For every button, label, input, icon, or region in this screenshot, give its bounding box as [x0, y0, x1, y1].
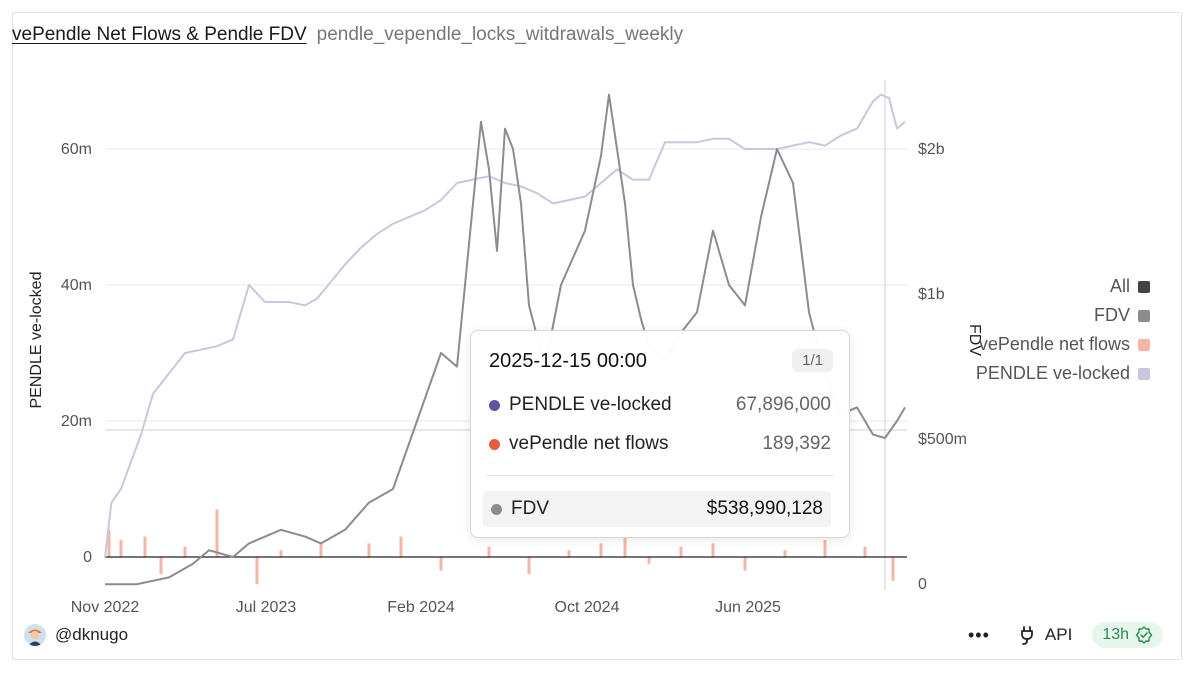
- tooltip-row-ve-locked: PENDLE ve-locked 67,896,000: [489, 391, 831, 419]
- plug-icon[interactable]: [1016, 624, 1038, 646]
- net-flow-bar: [215, 509, 219, 557]
- avatar: [24, 624, 46, 646]
- net-flow-bar: [183, 546, 187, 557]
- net-flow-bar: [567, 550, 571, 557]
- tooltip-row-net-flows: vePendle net flows 189,392: [489, 430, 831, 458]
- legend-swatch: [1138, 367, 1150, 380]
- net-flow-bar: [119, 540, 123, 557]
- y-right-tick-label: $1b: [918, 286, 945, 303]
- y-right-tick-label: $500m: [918, 431, 967, 448]
- y-left-tick-label: 40m: [61, 277, 92, 294]
- legend-swatch: [1138, 309, 1150, 322]
- y-left-tick-label: 0: [83, 549, 92, 566]
- legend-label: vePendle net flows: [978, 334, 1130, 354]
- y-right-axis-title: FDV: [966, 324, 983, 356]
- tooltip-row-label: vePendle net flows: [509, 433, 669, 454]
- fdv-series-line: [105, 93, 906, 586]
- net-flow-bar: [159, 557, 163, 574]
- chart-tooltip: 2025-12-15 00:00 1/1 PENDLE ve-locked 67…: [470, 330, 850, 538]
- username: @dknugo: [55, 625, 129, 644]
- refresh-age: 13h: [1102, 626, 1130, 643]
- net-flow-bar: [623, 536, 627, 557]
- footer-actions: ••• API 13h: [968, 622, 1164, 648]
- legend-item[interactable]: vePendle net flows: [975, 330, 1150, 359]
- net-flow-bar: [439, 557, 443, 571]
- net-flow-bar: [367, 543, 371, 557]
- net-flows-dot-icon: [489, 438, 500, 450]
- legend-label: FDV: [1094, 305, 1130, 325]
- net-flow-bar: [679, 546, 683, 557]
- x-tick-label: Feb 2024: [387, 599, 455, 616]
- legend-label: PENDLE ve-locked: [975, 363, 1130, 383]
- x-tick-label: Jun 2025: [715, 599, 781, 616]
- ve-locked-dot-icon: [489, 399, 500, 411]
- net-flow-bar: [823, 540, 827, 557]
- tooltip-fdv-label: FDV: [511, 498, 549, 519]
- chart-legend: All FDV vePendle net flows PENDLE ve-locked: [975, 272, 1150, 388]
- legend-item[interactable]: All: [975, 272, 1150, 301]
- legend-swatch: [1138, 280, 1150, 293]
- tooltip-page-indicator: 1/1: [792, 349, 833, 372]
- refresh-status-badge[interactable]: 13h: [1092, 622, 1164, 648]
- net-flow-bar: [863, 546, 867, 557]
- y-right-tick-label: 0: [918, 576, 927, 593]
- tooltip-row-value: 189,392: [762, 433, 831, 454]
- net-flow-bar: [143, 536, 147, 557]
- net-flow-bar: [255, 557, 259, 585]
- query-name: pendle_vependle_locks_witdrawals_weekly: [316, 24, 684, 45]
- author[interactable]: @dknugo: [24, 624, 128, 646]
- net-flow-bar: [743, 557, 747, 571]
- tooltip-fdv-value: $538,990,128: [706, 498, 823, 519]
- legend-item[interactable]: PENDLE ve-locked: [975, 359, 1150, 388]
- tooltip-divider: [485, 475, 835, 476]
- x-tick-label: Nov 2022: [71, 599, 140, 616]
- tooltip-row-fdv: FDV $538,990,128: [483, 491, 831, 527]
- net-flow-bar: [487, 546, 491, 557]
- api-button[interactable]: API: [1044, 625, 1073, 644]
- tooltip-row-value: 67,896,000: [735, 394, 831, 415]
- fdv-dot-icon: [491, 503, 502, 515]
- net-flow-bar: [891, 557, 895, 581]
- net-flow-bar: [107, 529, 111, 557]
- x-tick-label: Jul 2023: [236, 599, 297, 616]
- net-flow-bar: [711, 543, 715, 557]
- x-tick-label: Oct 2024: [555, 599, 620, 616]
- tooltip-date: 2025-12-15 00:00: [489, 350, 647, 372]
- y-left-tick-label: 20m: [61, 413, 92, 430]
- net-flow-bar: [647, 557, 651, 564]
- net-flow-bar: [279, 550, 283, 557]
- ve-locked-series-line: [104, 93, 906, 558]
- net-flow-bar: [783, 550, 787, 557]
- y-right-tick-label: $2b: [918, 141, 945, 158]
- verified-check-icon: [1135, 626, 1153, 644]
- legend-swatch: [1138, 338, 1150, 351]
- net-flow-bar: [527, 557, 531, 574]
- more-options-button[interactable]: •••: [968, 624, 990, 645]
- legend-item[interactable]: FDV: [975, 301, 1150, 330]
- chart-title-link[interactable]: vePendle Net Flows & Pendle FDV: [12, 24, 307, 45]
- net-flow-bar: [319, 543, 323, 557]
- tooltip-row-label: PENDLE ve-locked: [509, 394, 672, 415]
- net-flow-bar: [599, 543, 603, 557]
- chart-header: vePendle Net Flows & Pendle FDV pendle_ve…: [12, 24, 683, 46]
- y-left-axis-title: PENDLE ve-locked: [28, 272, 45, 409]
- net-flow-bar: [399, 536, 403, 557]
- legend-label: All: [1109, 276, 1130, 296]
- y-left-tick-label: 60m: [61, 141, 92, 158]
